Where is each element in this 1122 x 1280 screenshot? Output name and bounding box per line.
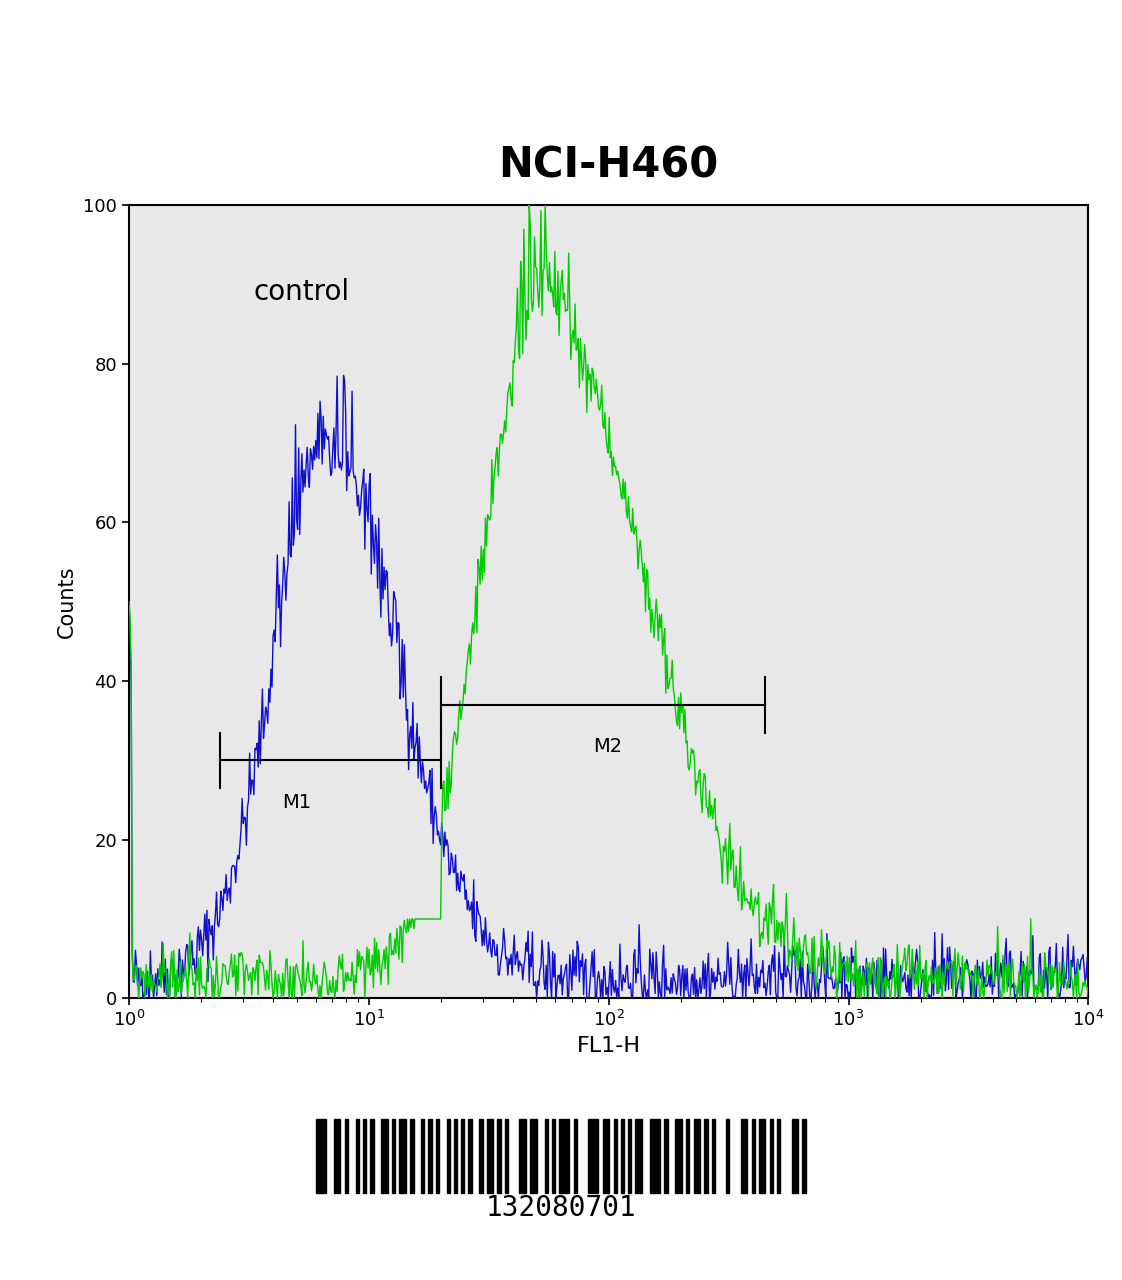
Bar (650, 1119, 660, 1193)
Bar (620, 1119, 624, 1193)
Bar (559, 1119, 569, 1193)
Bar (711, 1119, 715, 1193)
Bar (344, 1119, 348, 1193)
X-axis label: FL1-H: FL1-H (577, 1036, 641, 1056)
Bar (573, 1119, 577, 1193)
Bar (544, 1119, 548, 1193)
Text: M1: M1 (282, 792, 311, 812)
Bar (705, 1119, 708, 1193)
Bar (628, 1119, 632, 1193)
Bar (741, 1119, 747, 1193)
Bar (664, 1119, 668, 1193)
Bar (802, 1119, 806, 1193)
Bar (675, 1119, 682, 1193)
Bar (429, 1119, 432, 1193)
Bar (454, 1119, 457, 1193)
Title: NCI-H460: NCI-H460 (498, 145, 719, 186)
Bar (752, 1119, 755, 1193)
Bar (726, 1119, 729, 1193)
Bar (530, 1119, 536, 1193)
Bar (461, 1119, 465, 1193)
Bar (778, 1119, 780, 1193)
Bar (487, 1119, 493, 1193)
Bar (770, 1119, 773, 1193)
Bar (505, 1119, 508, 1193)
Bar (356, 1119, 359, 1193)
Bar (588, 1119, 598, 1193)
Bar (603, 1119, 609, 1193)
Bar (614, 1119, 617, 1193)
Bar (393, 1119, 395, 1193)
Bar (411, 1119, 414, 1193)
Bar (552, 1119, 555, 1193)
Bar (497, 1119, 500, 1193)
Bar (479, 1119, 482, 1193)
Bar (399, 1119, 406, 1193)
Bar (635, 1119, 642, 1193)
Text: 132080701: 132080701 (486, 1194, 636, 1222)
Bar (435, 1119, 439, 1193)
Bar (334, 1119, 340, 1193)
Bar (316, 1119, 325, 1193)
Bar (687, 1119, 689, 1193)
Bar (519, 1119, 525, 1193)
Bar (364, 1119, 367, 1193)
Bar (758, 1119, 765, 1193)
Bar (693, 1119, 700, 1193)
Text: control: control (254, 278, 350, 306)
Bar (370, 1119, 374, 1193)
Bar (447, 1119, 450, 1193)
Text: M2: M2 (594, 737, 623, 756)
Y-axis label: Counts: Counts (56, 566, 76, 637)
Bar (468, 1119, 471, 1193)
Bar (381, 1119, 388, 1193)
Bar (421, 1119, 424, 1193)
Bar (791, 1119, 798, 1193)
